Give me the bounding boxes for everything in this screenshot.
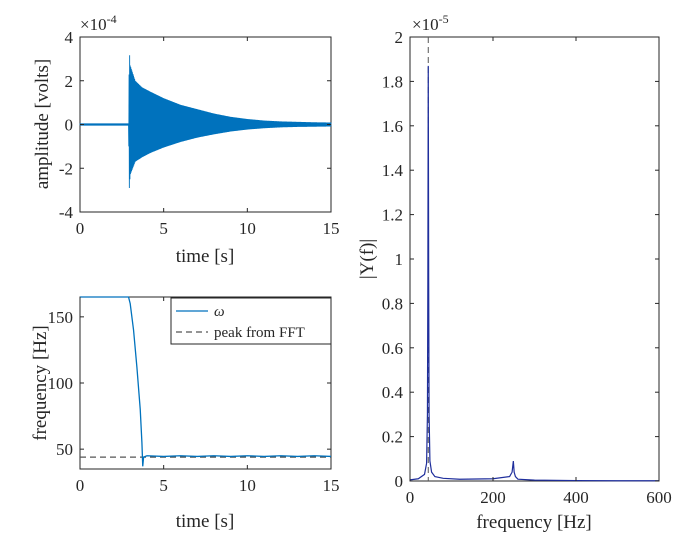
spectrum-y-tick-label: 0 [395, 472, 404, 491]
amplitude-signal [79, 55, 332, 188]
amplitude-y-tick-label: 4 [65, 28, 74, 47]
spectrum-y-label: |Y(f)| [357, 239, 378, 279]
legend-box [170, 297, 332, 345]
spectrum-exponent: ×10-5 [412, 12, 449, 34]
legend-fft-label: peak from FFT [214, 325, 305, 341]
spectrum-y-tick-label: 0.2 [382, 428, 403, 447]
amplitude-x-tick-label: 10 [239, 219, 256, 238]
spectrum-x-tick-label: 0 [406, 488, 415, 507]
amplitude-y-tick-label: 2 [65, 72, 74, 91]
frequency-legend: ω peak from FFT [170, 297, 332, 345]
frequency-x-label: time [s] [176, 511, 235, 532]
spectrum-x-label: frequency [Hz] [476, 512, 592, 533]
spectrum-line [409, 65, 659, 482]
frequency-y-tick-label: 150 [48, 308, 74, 327]
frequency-x-tick-label: 15 [323, 476, 340, 495]
legend-omega-label: ω [214, 304, 225, 320]
spectrum-axis-ticks: 0 200 400 600 0 0.2 0.4 0.6 0.8 1 1.2 1.4 1.6 1.8 2 [382, 28, 672, 507]
amplitude-axis-ticks: 0 5 10 15 -4 -2 0 2 4 [59, 28, 340, 238]
frequency-lines [80, 296, 332, 467]
amplitude-y-tick-label: 0 [65, 116, 74, 135]
spectrum-y-tick-label: 1.6 [382, 117, 403, 136]
spectrum-y-tick-label: 0.8 [382, 294, 403, 313]
spectrum-y-tick-label: 0.6 [382, 339, 403, 358]
frequency-axis-ticks: 0 5 10 15 50 100 150 [48, 297, 340, 495]
spectrum-plot: 0 200 400 600 0 0.2 0.4 0.6 0.8 1 1.2 1.4 1.6 1.8 2 ×1… [357, 12, 672, 533]
frequency-x-tick-label: 5 [159, 476, 168, 495]
spectrum-x-tick-label: 200 [480, 488, 506, 507]
omega-line [80, 296, 332, 467]
frequency-y-label: frequency [Hz] [30, 325, 51, 441]
frequency-y-tick-label: 100 [48, 374, 74, 393]
amplitude-y-tick-label: -2 [59, 159, 73, 178]
amplitude-plot: 0 5 10 15 -4 -2 0 2 4 ×10-4 time [s] amplitude [… [32, 12, 340, 267]
amplitude-exponent: ×10-4 [80, 12, 117, 34]
spectrum-y-tick-label: 0.4 [382, 383, 404, 402]
spectrum-y-tick-label: 1.4 [382, 161, 404, 180]
spectrum-y-tick-label: 1 [395, 250, 404, 269]
amplitude-y-label: amplitude [volts] [32, 59, 53, 189]
spectrum-y-tick-label: 2 [395, 28, 404, 47]
amplitude-x-tick-label: 0 [76, 219, 85, 238]
spectrum-plot-frame [409, 36, 660, 482]
amplitude-y-tick-label: -4 [59, 203, 74, 222]
amplitude-x-tick-label: 5 [159, 219, 168, 238]
spectrum-y-tick-label: 1.8 [382, 72, 403, 91]
spectrum-x-tick-label: 400 [563, 488, 589, 507]
spectrum-lines [409, 37, 659, 482]
amplitude-x-tick-label: 15 [323, 219, 340, 238]
frequency-y-tick-label: 50 [56, 440, 73, 459]
spectrum-x-tick-label: 600 [646, 488, 672, 507]
spectrum-y-tick-label: 1.2 [382, 206, 403, 225]
amplitude-signal-line [79, 55, 332, 188]
frequency-x-tick-label: 0 [76, 476, 85, 495]
frequency-x-tick-label: 10 [239, 476, 256, 495]
amplitude-x-label: time [s] [176, 246, 235, 267]
